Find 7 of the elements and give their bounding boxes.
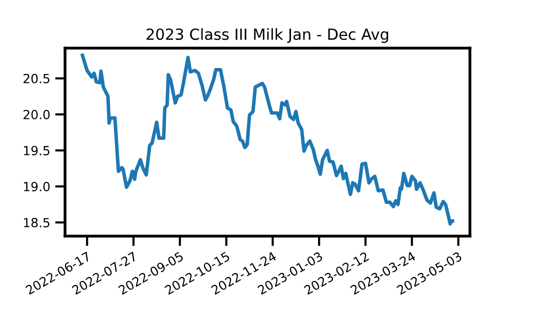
line-series — [80, 54, 454, 226]
y-tick-label: 19.5 — [24, 146, 50, 156]
y-tick-label: 18.5 — [24, 218, 50, 228]
y-tick-label: 20.0 — [24, 110, 50, 120]
y-tick-label: 19.0 — [24, 182, 50, 192]
y-tick-label: 20.5 — [24, 74, 50, 84]
chart-title: 2023 Class III Milk Jan - Dec Avg — [146, 28, 388, 43]
